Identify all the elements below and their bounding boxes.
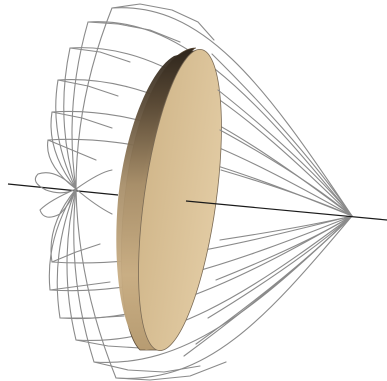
- wireframe-front-line: [219, 215, 353, 241]
- wireframe-meridian: [63, 47, 353, 217]
- wireframe-front-line: [220, 169, 353, 217]
- optical-axis-right: [185, 200, 387, 221]
- wireframe-front-line: [211, 53, 353, 217]
- wireframe-meridian: [55, 78, 353, 217]
- wireframe-ring: [59, 315, 125, 319]
- wireframe-ring: [49, 281, 111, 291]
- wireframe-meridian: [48, 188, 353, 292]
- wireframe-lobe: [34, 172, 77, 194]
- lens-disk-face: [138, 48, 222, 352]
- wireframe-meridian: [66, 188, 353, 342]
- wireframe-ring: [51, 243, 101, 263]
- wireframe-front: [183, 53, 353, 357]
- wireframe-ring: [115, 361, 227, 381]
- wireframe-front-line: [183, 215, 353, 357]
- wireframe-ring: [57, 79, 119, 97]
- wireframe-meridian: [73, 188, 353, 363]
- wireframe-ring: [93, 361, 201, 373]
- lens-disk-side: [116, 50, 196, 350]
- wireframe-meridian: [50, 188, 353, 264]
- wireframe-meridian: [75, 7, 353, 217]
- wireframe-surface: [34, 3, 353, 381]
- wireframe-front-line: [215, 215, 353, 281]
- wireframe-ring: [47, 139, 97, 161]
- wireframe-lobe: [75, 188, 113, 215]
- wireframe-lobe: [75, 169, 113, 190]
- wireframe-meridian: [50, 110, 353, 217]
- wireframe-ring: [51, 111, 113, 129]
- wireframe-ring: [87, 21, 181, 43]
- wireframe-meridian: [71, 21, 353, 217]
- wireframe-lobe: [39, 188, 77, 218]
- wireframe-ring: [111, 3, 215, 41]
- wireframe-front-line: [217, 89, 353, 217]
- wireframe-ring: [75, 339, 141, 349]
- wireframe-front-line: [207, 215, 353, 319]
- wireframe-meridian: [47, 138, 353, 217]
- optical-axis-left: [7, 183, 119, 196]
- wireframe-front-line: [219, 129, 353, 217]
- wireframe-ring: [69, 47, 131, 63]
